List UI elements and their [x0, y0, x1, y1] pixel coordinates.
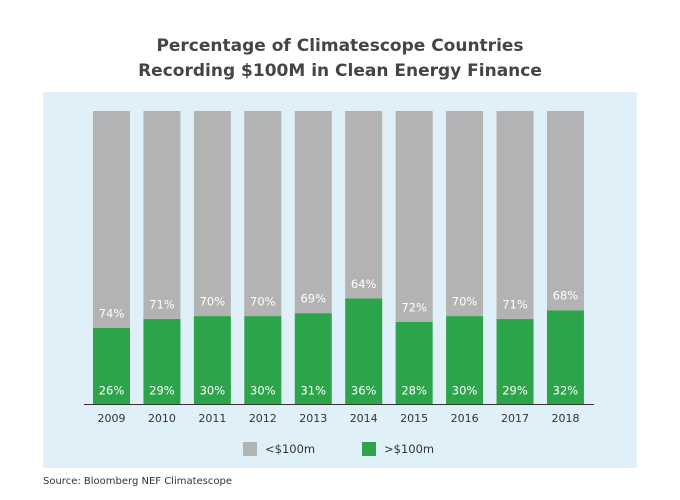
chart-panel — [43, 92, 637, 468]
value-label: 31% — [300, 384, 326, 398]
value-label: 70% — [200, 295, 226, 309]
value-label: 69% — [300, 292, 326, 306]
x-tick-label: 2011 — [198, 412, 226, 425]
value-label: 71% — [502, 298, 528, 312]
value-label: 28% — [401, 384, 427, 398]
bar-segment — [496, 319, 534, 404]
legend-label: <$100m — [265, 442, 315, 456]
legend-swatch — [362, 442, 376, 456]
bar-segment — [345, 298, 383, 404]
bar-segment — [143, 111, 181, 320]
value-label: 70% — [250, 295, 276, 309]
x-tick-label: 2015 — [400, 412, 428, 425]
bar-segment — [294, 313, 332, 404]
value-label: 36% — [351, 384, 377, 398]
legend-swatch — [243, 442, 257, 456]
bar-segment — [546, 310, 584, 404]
bar-segment — [93, 327, 130, 404]
x-tick-label: 2018 — [551, 412, 579, 425]
bar-segment — [93, 111, 130, 328]
value-label: 72% — [401, 300, 427, 314]
bar-segment — [193, 316, 231, 404]
x-tick-label: 2012 — [249, 412, 277, 425]
bar-segment — [546, 111, 584, 311]
value-label: 30% — [200, 384, 226, 398]
x-tick-label: 2016 — [451, 412, 479, 425]
x-tick-label: 2014 — [350, 412, 378, 425]
value-label: 64% — [351, 277, 377, 291]
chart-title: Percentage of Climatescope Countries Rec… — [138, 36, 542, 81]
value-label: 74% — [99, 306, 125, 320]
bar-segment — [244, 316, 282, 404]
value-label: 70% — [452, 295, 478, 309]
bar-segment — [345, 111, 383, 299]
value-label: 30% — [452, 384, 478, 398]
x-tick-label: 2013 — [299, 412, 327, 425]
value-label: 29% — [149, 384, 175, 398]
bar-segment — [446, 316, 484, 404]
bar-segment — [244, 111, 282, 317]
value-label: 32% — [553, 384, 579, 398]
bar-segment — [395, 111, 433, 322]
bar-segment — [143, 319, 181, 404]
source-note: Source: Bloomberg NEF Climatescope — [43, 476, 232, 487]
value-label: 71% — [149, 298, 175, 312]
bar-segment — [395, 321, 433, 404]
x-tick-label: 2010 — [148, 412, 176, 425]
bar-segment — [496, 111, 534, 320]
bar-segment — [294, 111, 332, 314]
x-tick-label: 2017 — [501, 412, 529, 425]
bar-segment — [446, 111, 484, 317]
value-label: 30% — [250, 384, 276, 398]
legend-label: >$100m — [384, 442, 434, 456]
value-label: 68% — [553, 289, 579, 303]
x-tick-label: 2009 — [98, 412, 126, 425]
value-label: 26% — [99, 384, 125, 398]
value-label: 29% — [502, 384, 528, 398]
bar-segment — [193, 111, 231, 317]
